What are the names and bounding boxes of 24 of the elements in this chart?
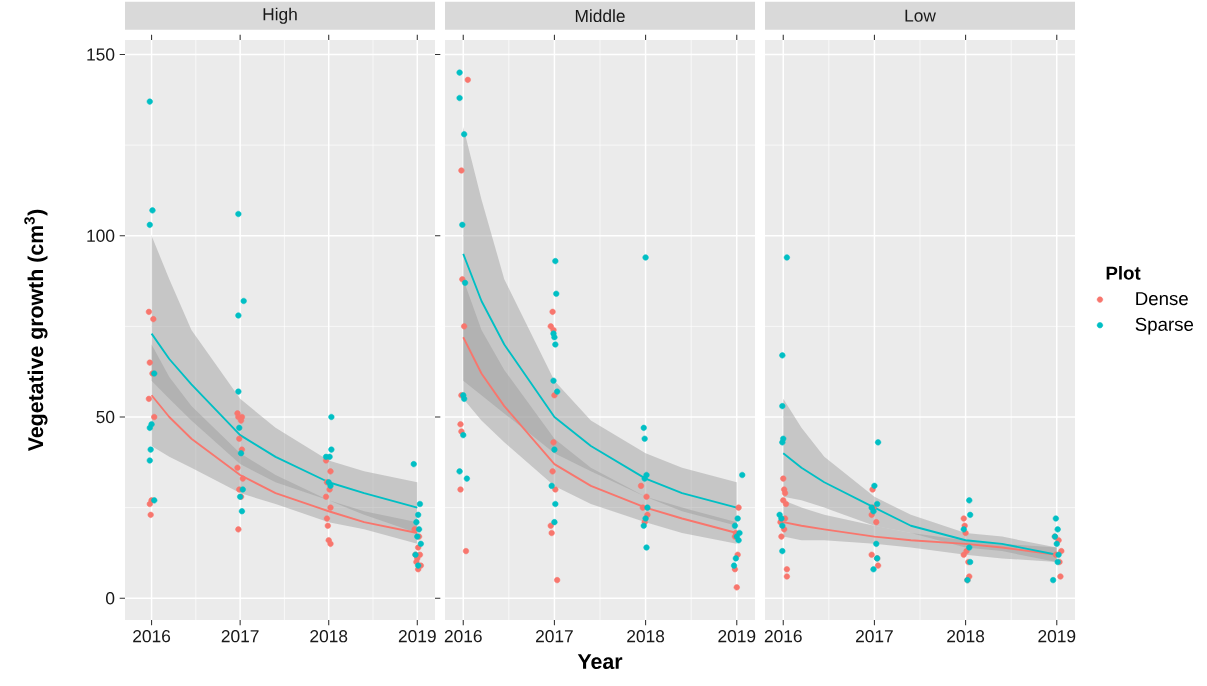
y-axis-title: Vegetative growth (cm$^{3}$) xyxy=(24,209,48,452)
y-tick-label: 50 xyxy=(96,410,115,424)
x-tick-label: 2019 xyxy=(718,630,756,643)
y-tick-label: 150 xyxy=(87,48,115,61)
x-tick-label: 2018 xyxy=(310,630,348,643)
x-tick-label: 2017 xyxy=(221,630,259,643)
legend-title: Plot xyxy=(1106,266,1141,280)
x-tick-label: 2018 xyxy=(947,630,985,643)
legend-label: Dense xyxy=(1136,292,1188,306)
chart-title: Middle xyxy=(575,9,625,23)
x-tick-label: 2016 xyxy=(764,630,802,643)
x-tick-label: 2017 xyxy=(536,630,573,643)
y-tick-label: 100 xyxy=(87,229,115,242)
x-axis-title: Year xyxy=(577,654,623,670)
chart-title: Low xyxy=(905,9,936,22)
x-tick-label: 2017 xyxy=(856,630,893,643)
x-tick-label: 2016 xyxy=(133,630,171,643)
x-tick-label: 2018 xyxy=(627,630,665,643)
y-tick-label: 0 xyxy=(106,592,115,605)
x-tick-label: 2019 xyxy=(1038,630,1076,643)
chart-title: High xyxy=(263,7,297,24)
x-tick-label: 2019 xyxy=(398,630,436,643)
x-tick-label: 2016 xyxy=(444,630,482,643)
legend-label: Sparse xyxy=(1135,317,1194,335)
